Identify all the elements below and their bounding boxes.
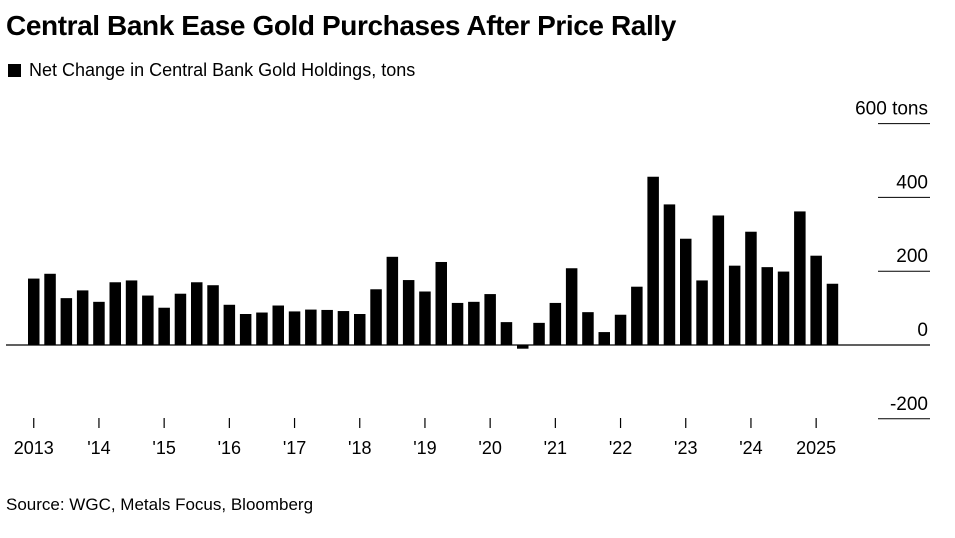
bar — [484, 294, 496, 345]
bar — [517, 345, 529, 349]
legend: Net Change in Central Bank Gold Holdings… — [8, 58, 415, 82]
bar — [223, 304, 236, 345]
x-tick-label: '24 — [739, 438, 762, 458]
legend-swatch — [8, 63, 21, 77]
bar — [777, 271, 790, 345]
bar — [451, 302, 464, 345]
y-axis: 600 tons 400 200 0 -200 — [855, 99, 930, 420]
bar — [728, 265, 741, 345]
bar — [468, 301, 480, 345]
bar — [370, 289, 382, 345]
bar — [533, 322, 545, 345]
bar — [680, 238, 692, 345]
x-tick-label: '17 — [283, 438, 306, 458]
bar — [207, 285, 219, 345]
chart-title: Central Bank Ease Gold Purchases After P… — [6, 10, 676, 41]
x-axis: 2013 '14 '15 '16 '17 '18 '19 '20 '21 '22 '23 '24 202… — [14, 418, 836, 458]
bar — [745, 231, 757, 345]
bar — [696, 280, 708, 346]
bar — [794, 211, 806, 345]
bar — [419, 291, 431, 346]
x-tick-label: '20 — [478, 438, 501, 458]
bar — [631, 286, 643, 345]
bar — [810, 255, 822, 345]
bar — [305, 309, 317, 345]
x-tick-label: '15 — [152, 438, 175, 458]
bar — [272, 305, 284, 345]
bar — [402, 280, 415, 345]
legend-label: Net Change in Central Bank Gold Holdings… — [29, 59, 416, 80]
bar — [826, 283, 839, 345]
bar — [109, 282, 121, 345]
bar — [582, 312, 594, 345]
bar — [614, 314, 627, 345]
bar — [354, 314, 366, 345]
y-tick-label: 400 — [896, 172, 928, 193]
bar — [158, 307, 170, 345]
bar — [500, 322, 513, 345]
x-tick-label: '22 — [609, 438, 632, 458]
source-note: Source: WGC, Metals Focus, Bloomberg — [6, 495, 314, 514]
bar — [256, 312, 268, 345]
x-tick-label: '16 — [218, 438, 241, 458]
bar — [337, 311, 350, 345]
bar — [93, 301, 105, 345]
y-tick-label: 0 — [917, 320, 928, 341]
bar — [60, 298, 73, 345]
bar — [712, 215, 725, 345]
bar — [288, 311, 301, 345]
bar — [435, 261, 447, 346]
bar — [44, 273, 56, 345]
x-tick-label: 2025 — [796, 438, 836, 458]
bar — [565, 268, 578, 345]
bar — [191, 282, 203, 345]
bar-series — [28, 176, 839, 349]
bar — [647, 176, 659, 345]
bar — [174, 293, 187, 345]
x-tick-label: '14 — [87, 438, 110, 458]
bar — [598, 332, 610, 345]
bar — [28, 278, 40, 345]
x-tick-label: 2013 — [14, 438, 54, 458]
bar — [239, 314, 252, 345]
bar — [321, 309, 333, 345]
bar — [125, 280, 138, 346]
y-tick-label: -200 — [890, 394, 928, 415]
y-tick-label: 600 tons — [855, 99, 928, 120]
bar — [142, 295, 154, 345]
y-tick-label: 200 — [896, 246, 928, 267]
bar — [386, 256, 399, 345]
x-tick-label: '21 — [544, 438, 567, 458]
bar — [549, 302, 562, 345]
bar — [76, 290, 89, 345]
bar — [761, 267, 773, 345]
x-tick-label: '23 — [674, 438, 697, 458]
x-tick-label: '19 — [413, 438, 436, 458]
x-tick-label: '18 — [348, 438, 371, 458]
bar — [663, 204, 676, 345]
